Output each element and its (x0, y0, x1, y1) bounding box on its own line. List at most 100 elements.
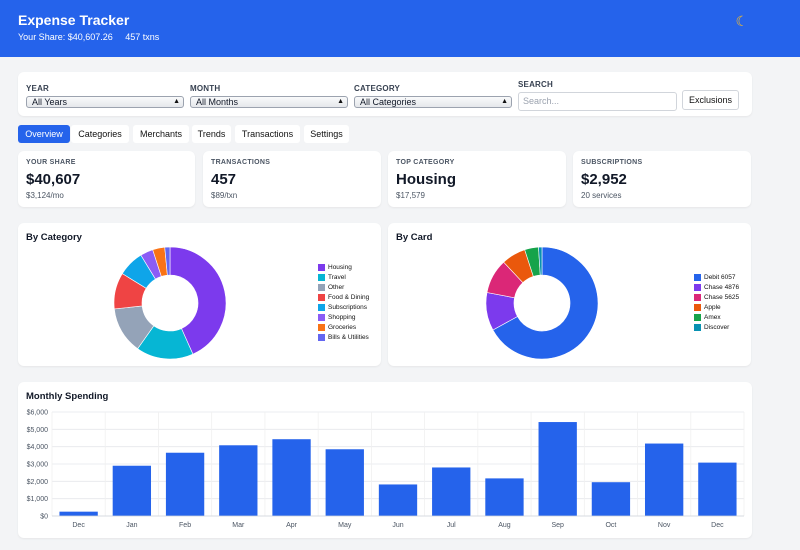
tab-settings[interactable]: Settings (304, 125, 349, 143)
stat-value: Housing (396, 171, 456, 188)
legend-swatch (318, 294, 325, 301)
app-title: Expense Tracker (18, 12, 130, 28)
app-header: Expense Tracker Your Share: $40,607.26 4… (0, 0, 800, 57)
x-tick-label: Dec (711, 522, 724, 529)
by-card-panel: By Card Debit 6057 Chase 4876 Chase 5625 Ap… (388, 223, 751, 366)
select-arrows-icon: ▲︎ (501, 98, 508, 105)
panel-title: By Card (396, 232, 433, 243)
x-tick-label: Dec (72, 522, 85, 529)
legend-item: Subscriptions (318, 304, 369, 314)
legend-label: Apple (704, 304, 721, 311)
category-legend: Housing Travel Other Food & Dining Subscript… (318, 264, 369, 344)
bar-oct[interactable] (591, 482, 631, 516)
monthly-spending-panel: Monthly Spending $0 $1,000 $2,000 $3,000 $4,… (18, 382, 752, 538)
y-tick-label: $2,000 (27, 479, 49, 486)
slice-bills-utilities[interactable] (164, 246, 171, 276)
bar-aug[interactable] (485, 478, 524, 516)
bar-feb[interactable] (165, 452, 205, 516)
filter-bar: YEAR All Years ▲︎ MONTH All Months ▲︎ CA… (18, 72, 752, 116)
select-arrows-icon: ▲︎ (173, 98, 180, 105)
slice-housing[interactable] (169, 246, 227, 355)
slice-debit-6057[interactable] (492, 246, 599, 360)
legend-swatch (694, 314, 701, 321)
bar-jan[interactable] (112, 465, 152, 516)
x-tick-label: Mar (232, 522, 245, 529)
header-summary: Your Share: $40,607.26 457 txns (18, 32, 169, 42)
legend-item: Apple (694, 304, 739, 314)
bar-mar[interactable] (219, 445, 258, 516)
panel-title: By Category (26, 232, 82, 243)
tab-overview[interactable]: Overview (18, 125, 70, 143)
bar-jul[interactable] (432, 467, 471, 516)
legend-swatch (318, 264, 325, 271)
monthly-bar-chart: $0 $1,000 $2,000 $3,000 $4,000 $5,000 $6,000 De… (27, 410, 745, 529)
legend-item: Discover (694, 324, 739, 334)
x-tick-label: Jul (447, 522, 456, 529)
x-tick-label: Nov (658, 522, 671, 529)
legend-label: Food & Dining (328, 294, 370, 301)
legend-item: Bills & Utilities (318, 334, 369, 344)
bar-dec[interactable] (698, 462, 737, 516)
legend-item: Debit 6057 (694, 274, 739, 284)
legend-label: Chase 5625 (704, 294, 740, 301)
by-category-panel: By Category Housing Travel Other Food & Din… (18, 223, 381, 366)
stat-sub: $89/txn (211, 191, 238, 200)
stat-card-top-category: TOP CATEGORY Housing $17,579 (388, 151, 566, 207)
legend-item: Groceries (318, 324, 369, 334)
legend-label: Other (328, 284, 345, 291)
search-group: SEARCH Search... (518, 80, 677, 111)
category-select[interactable]: All Categories ▲︎ (354, 96, 512, 108)
bar-nov[interactable] (644, 443, 684, 516)
legend-item: Shopping (318, 314, 369, 324)
year-select[interactable]: All Years ▲︎ (26, 96, 184, 108)
category-label: CATEGORY (354, 84, 401, 93)
stat-label: TRANSACTIONS (211, 159, 271, 166)
month-filter: MONTH All Months ▲︎ (190, 84, 348, 108)
tab-merchants[interactable]: Merchants (133, 125, 189, 143)
x-tick-label: May (338, 522, 352, 529)
bar-dec[interactable] (59, 511, 98, 516)
y-tick-label: $0 (40, 514, 48, 521)
bar-may[interactable] (325, 449, 364, 516)
legend-swatch (318, 324, 325, 331)
bar-sep[interactable] (538, 422, 577, 516)
legend-swatch (318, 274, 325, 281)
exclusions-button[interactable]: Exclusions (682, 90, 739, 110)
legend-item: Chase 4876 (694, 284, 739, 294)
y-tick-label: $4,000 (27, 444, 49, 451)
year-label: YEAR (26, 84, 50, 93)
stat-value: $2,952 (581, 171, 627, 188)
bar-apr[interactable] (272, 439, 311, 516)
stat-card-share: YOUR SHARE $40,607 $3,124/mo (18, 151, 195, 207)
year-value: All Years (32, 97, 68, 107)
legend-label: Subscriptions (328, 304, 368, 311)
slice-discover[interactable] (538, 246, 543, 276)
moon-icon[interactable]: ☾ (735, 13, 748, 29)
legend-swatch (694, 324, 701, 331)
stat-card-transactions: TRANSACTIONS 457 $89/txn (203, 151, 381, 207)
bar-jun[interactable] (378, 484, 418, 516)
stat-label: YOUR SHARE (26, 159, 76, 166)
stat-value: $40,607 (26, 171, 81, 188)
tab-trends[interactable]: Trends (192, 125, 231, 143)
legend-item: Housing (318, 264, 369, 274)
category-donut-chart (113, 246, 227, 360)
tab-transactions[interactable]: Transactions (235, 125, 300, 143)
share-total: Your Share: $40,607.26 (18, 32, 113, 42)
search-input[interactable]: Search... (518, 92, 677, 111)
category-value: All Categories (360, 97, 417, 107)
legend-swatch (694, 274, 701, 281)
search-label: SEARCH (518, 80, 553, 89)
tab-categories[interactable]: Categories (71, 125, 129, 143)
legend-swatch (318, 334, 325, 341)
legend-item: Travel (318, 274, 369, 284)
legend-label: Chase 4876 (704, 284, 740, 291)
x-tick-label: Aug (498, 522, 511, 529)
legend-item: Food & Dining (318, 294, 369, 304)
legend-label: Groceries (328, 324, 357, 331)
month-select[interactable]: All Months ▲︎ (190, 96, 348, 108)
legend-label: Bills & Utilities (328, 334, 369, 341)
select-arrows-icon: ▲︎ (337, 98, 344, 105)
y-tick-label: $6,000 (27, 410, 49, 417)
legend-label: Travel (328, 274, 346, 281)
